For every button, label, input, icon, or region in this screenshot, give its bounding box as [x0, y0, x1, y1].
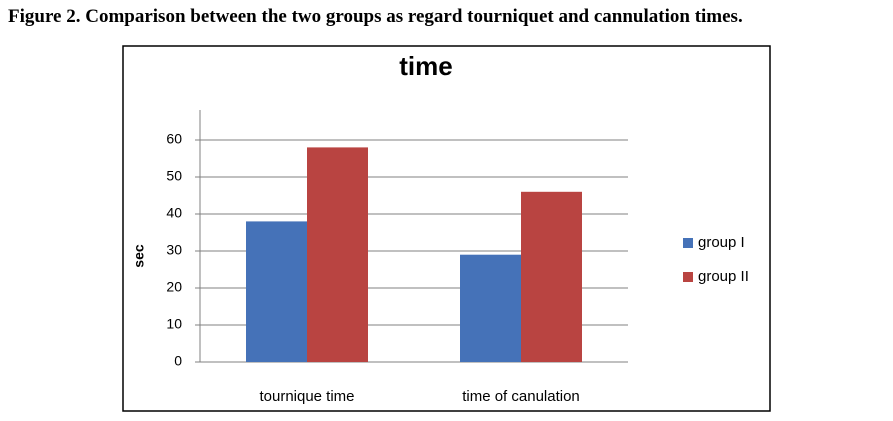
legend-label: group II — [698, 268, 749, 285]
bar — [246, 221, 307, 362]
legend-swatch — [683, 238, 693, 248]
y-tick-label: 50 — [166, 168, 182, 184]
bar — [521, 191, 582, 362]
legend-label: group I — [698, 234, 745, 251]
y-tick-label: 0 — [174, 353, 182, 369]
bar — [460, 254, 521, 362]
y-tick-label: 60 — [166, 131, 182, 147]
chart-frame — [122, 45, 771, 412]
x-tick-label: tournique time — [259, 388, 354, 405]
y-tick-label: 40 — [166, 205, 182, 221]
chart-title: time — [399, 51, 452, 81]
y-tick-label: 20 — [166, 279, 182, 295]
figure-caption: Figure 2. Comparison between the two gro… — [8, 6, 743, 27]
y-tick-label: 10 — [166, 316, 182, 332]
x-tick-label: time of canulation — [462, 388, 580, 405]
bar — [307, 147, 368, 362]
legend-swatch — [683, 272, 693, 282]
y-axis-label: sec — [131, 244, 147, 268]
y-tick-label: 30 — [166, 242, 182, 258]
